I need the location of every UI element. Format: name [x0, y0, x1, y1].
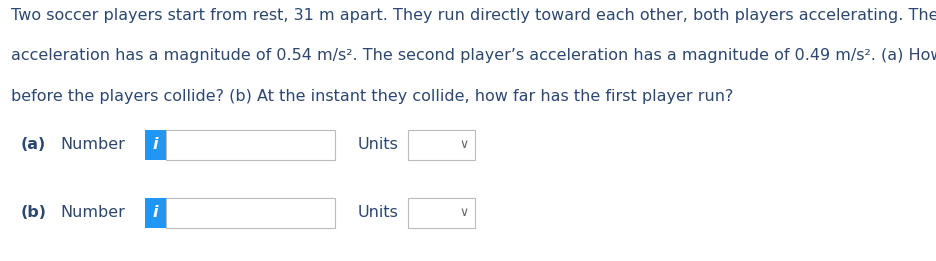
- Text: Units: Units: [358, 137, 399, 152]
- Text: Two soccer players start from rest, 31 m apart. They run directly toward each ot: Two soccer players start from rest, 31 m…: [11, 8, 936, 23]
- Text: (a): (a): [21, 137, 46, 152]
- Text: i: i: [153, 205, 158, 220]
- Text: Number: Number: [60, 205, 124, 220]
- Text: ∨: ∨: [459, 206, 468, 219]
- Text: before the players collide? (b) At the instant they collide, how far has the fir: before the players collide? (b) At the i…: [11, 89, 733, 104]
- Text: Number: Number: [60, 137, 124, 152]
- Text: ∨: ∨: [459, 138, 468, 151]
- Text: (b): (b): [21, 205, 47, 220]
- Text: acceleration has a magnitude of 0.54 m/s². The second player’s acceleration has : acceleration has a magnitude of 0.54 m/s…: [11, 48, 936, 63]
- Text: Units: Units: [358, 205, 399, 220]
- Text: i: i: [153, 137, 158, 152]
